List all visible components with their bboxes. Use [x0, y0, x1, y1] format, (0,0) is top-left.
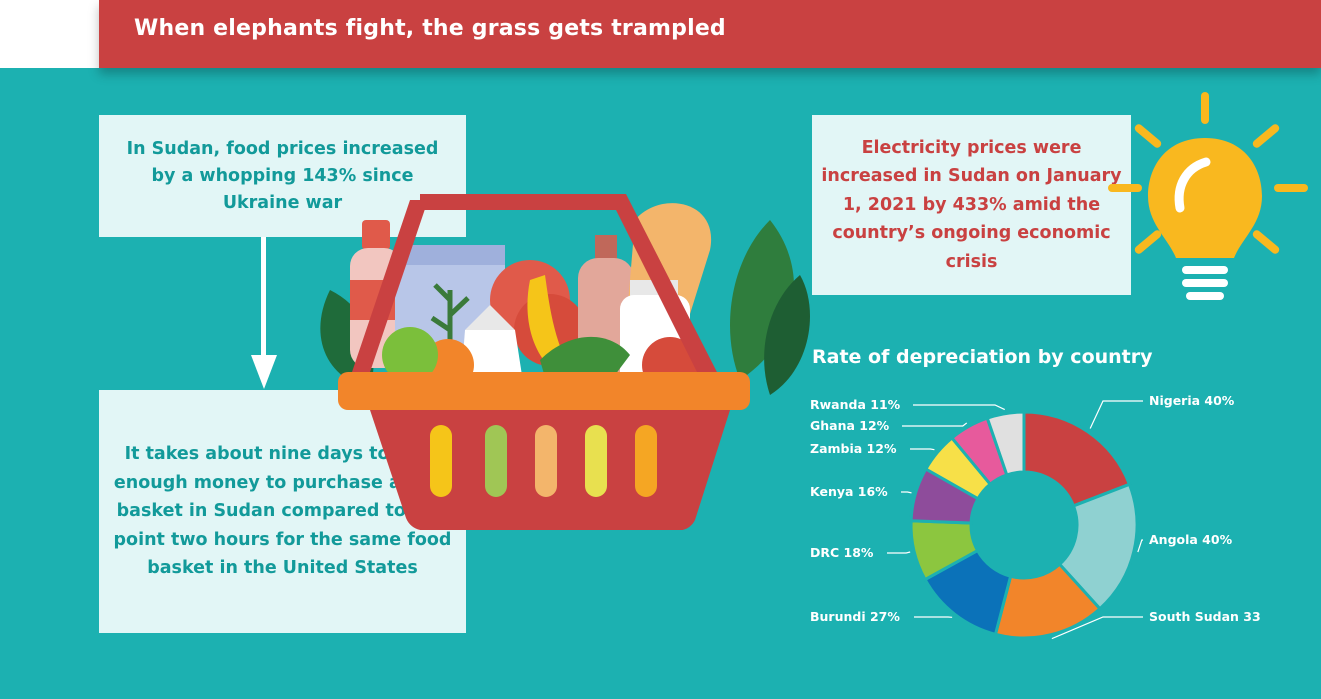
leader-line-angola [1137, 539, 1143, 553]
food-prices-card: In Sudan, food prices increased by a who… [99, 115, 466, 237]
slice-label-burundi: Burundi 27% [810, 609, 900, 624]
leader-line-rwanda [913, 404, 1005, 411]
slice-label-south-sudan: South Sudan 33% [1149, 609, 1260, 624]
electricity-card: Electricity prices were increased in Sud… [812, 115, 1131, 295]
donut-slice-rwanda [985, 410, 1026, 477]
page-title: When elephants fight, the grass gets tra… [134, 16, 726, 41]
slice-label-nigeria: Nigeria 40% [1149, 393, 1235, 408]
leader-line-nigeria [1089, 400, 1143, 429]
slice-label-ghana: Ghana 12% [810, 418, 890, 433]
title-banner: When elephants fight, the grass gets tra… [99, 0, 1321, 68]
leader-line-kenya [901, 491, 912, 494]
food-prices-text: In Sudan, food prices increased by a who… [126, 138, 439, 213]
electricity-text: Electricity prices were increased in Sud… [821, 137, 1122, 272]
slice-label-drc: DRC 18% [810, 545, 874, 560]
donut-slice-nigeria [1022, 410, 1132, 508]
arrow-down-icon [251, 237, 277, 389]
slice-label-zambia: Zambia 12% [810, 441, 897, 456]
slice-label-rwanda: Rwanda 11% [810, 397, 901, 412]
leader-line-zambia [910, 448, 935, 451]
light-bulb-icon [1108, 92, 1308, 300]
slice-label-angola: Angola 40% [1149, 532, 1233, 547]
slice-label-kenya: Kenya 16% [810, 484, 888, 499]
food-basket-icon [320, 194, 810, 530]
leader-line-ghana [902, 422, 968, 427]
donut-slice-angola [1057, 482, 1139, 611]
depreciation-donut-chart: Nigeria 40% Angola 40% South Sudan 33% Buru… [810, 393, 1260, 640]
chart-title: Rate of depreciation by country [812, 346, 1153, 368]
leader-line-south-sudan [1051, 616, 1143, 640]
leader-line-drc [887, 551, 911, 554]
top-left-corner [0, 0, 99, 68]
